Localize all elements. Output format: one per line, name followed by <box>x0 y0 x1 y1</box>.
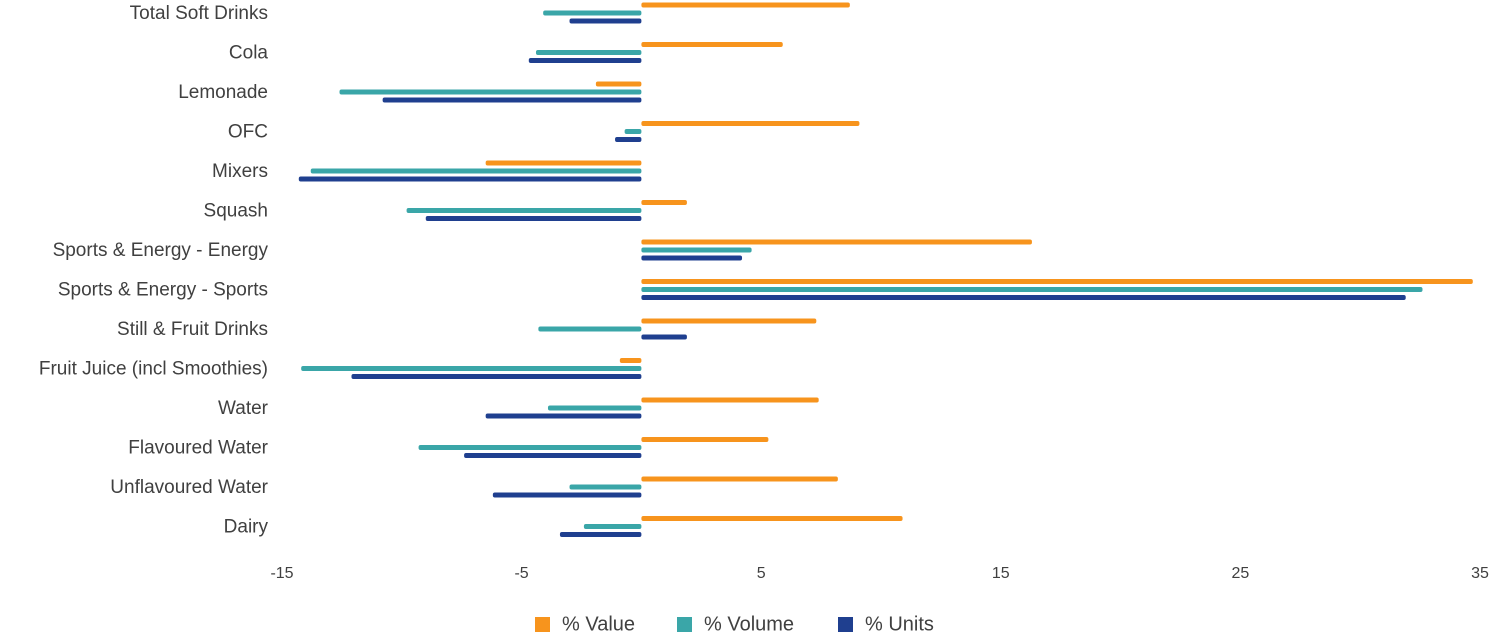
x-tick-label: -15 <box>270 565 293 582</box>
bar-volume <box>310 168 642 174</box>
bar-value <box>595 81 642 87</box>
bar-value <box>641 516 903 521</box>
bar-value <box>641 318 817 324</box>
bar-value <box>619 358 642 363</box>
category-label: Lemonade <box>178 82 268 103</box>
bar-value <box>641 437 769 442</box>
bar-value <box>641 2 850 8</box>
bar-value <box>641 279 1473 284</box>
bar-volume <box>418 445 642 450</box>
bar-units <box>298 176 642 182</box>
x-tick-label: 15 <box>992 565 1010 582</box>
bar-units <box>559 532 642 537</box>
bar-value <box>641 476 838 482</box>
category-label: Total Soft Drinks <box>130 3 268 24</box>
bar-volume <box>547 405 642 411</box>
legend-swatch <box>535 617 550 632</box>
x-tick-label: -5 <box>514 565 528 582</box>
bar-units <box>425 216 642 221</box>
category-label: Mixers <box>212 161 268 182</box>
category-label: Cola <box>229 43 269 64</box>
category-label: Squash <box>204 201 268 222</box>
bar-units <box>641 295 1406 300</box>
category-label: Water <box>218 398 269 419</box>
legend-swatch <box>838 617 853 632</box>
bar-volume <box>583 524 642 529</box>
bar-units <box>641 255 743 261</box>
bar-value <box>641 200 687 205</box>
category-labels: Total Soft Drinks Cola Lemonade OFC Mixers Sq… <box>39 3 269 538</box>
bar-units <box>615 137 642 142</box>
bars <box>298 2 1473 537</box>
bar-volume <box>538 326 642 332</box>
category-label: Unflavoured Water <box>110 477 268 498</box>
category-label: OFC <box>228 122 268 143</box>
x-tick-label: 5 <box>757 565 766 582</box>
legend-label: % Value <box>562 613 635 635</box>
bar-units <box>464 453 642 458</box>
bar-volume <box>569 484 642 490</box>
bar-value <box>641 397 819 403</box>
category-label: Still & Fruit Drinks <box>117 319 268 340</box>
bar-units <box>485 413 642 419</box>
bar-volume <box>406 208 642 213</box>
legend-swatch <box>677 617 692 632</box>
bar-value <box>641 42 783 47</box>
bar-value <box>485 160 642 166</box>
x-tick-label: 35 <box>1471 565 1489 582</box>
bar-units <box>528 58 642 63</box>
bar-units <box>492 492 642 498</box>
category-label: Dairy <box>224 517 269 538</box>
bar-volume <box>301 366 642 371</box>
legend: % Value % Volume % Units <box>535 613 934 635</box>
bar-volume <box>339 89 642 95</box>
category-label: Flavoured Water <box>128 438 268 459</box>
legend-label: % Volume <box>704 613 794 635</box>
category-label: Sports & Energy - Sports <box>58 280 268 301</box>
bar-units <box>569 18 642 24</box>
bar-value <box>641 121 860 126</box>
bar-units <box>351 374 642 379</box>
category-label: Sports & Energy - Energy <box>53 240 269 261</box>
bar-volume <box>641 247 752 253</box>
bar-value <box>641 239 1032 245</box>
bar-volume <box>641 287 1423 292</box>
legend-label: % Units <box>865 613 934 635</box>
category-label: Fruit Juice (incl Smoothies) <box>39 359 268 380</box>
bar-units <box>641 334 687 340</box>
bar-volume <box>543 10 642 16</box>
bar-units <box>382 97 642 103</box>
x-axis-tick-labels: -15 -5 5 15 25 35 <box>270 565 1489 582</box>
x-tick-label: 25 <box>1232 565 1250 582</box>
bar-volume <box>624 129 642 134</box>
bar-volume <box>535 50 642 55</box>
